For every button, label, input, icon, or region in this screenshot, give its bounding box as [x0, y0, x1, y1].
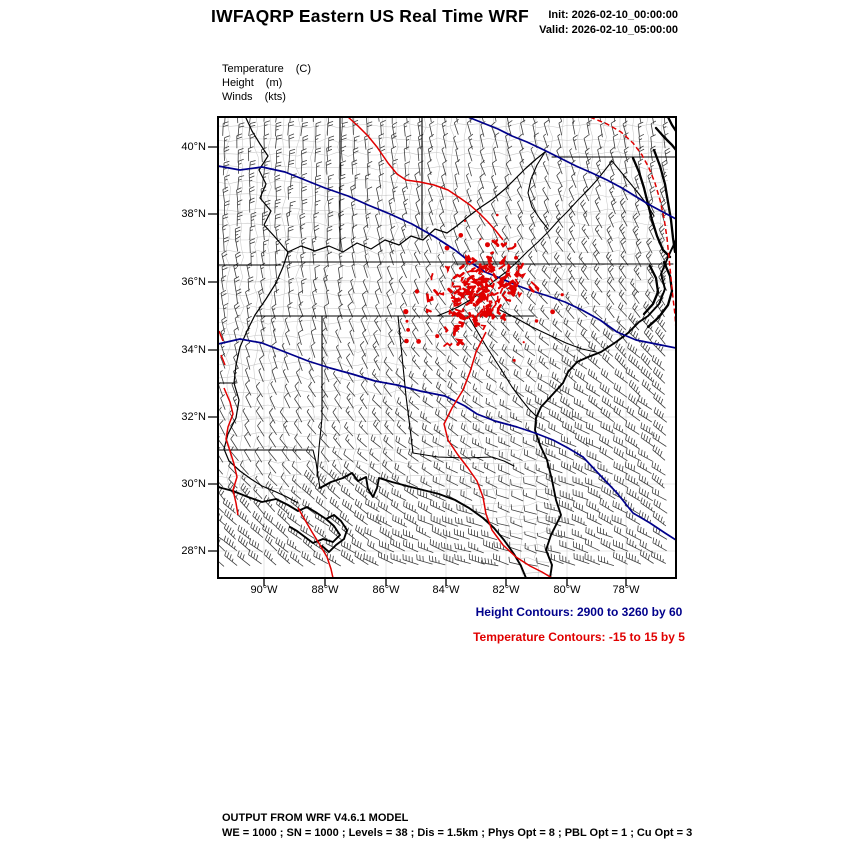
y-axis-tick-label: 30°N — [181, 478, 206, 490]
legend-item-winds: Winds (kts) — [222, 90, 311, 104]
temperature-contours-caption: Temperature Contours: -15 to 15 by 5 — [473, 630, 685, 644]
y-axis-tick-label: 28°N — [181, 545, 206, 557]
x-axis-tick-label: 84°W — [432, 584, 460, 596]
legend-item-temperature: Temperature (C) — [222, 62, 311, 76]
legend-unit: (m) — [265, 77, 283, 89]
legend-item-height: Height (m) — [222, 76, 311, 90]
x-axis-tick-label: 78°W — [612, 584, 640, 596]
y-axis-tick-label: 34°N — [181, 344, 206, 356]
legend-label: Height — [222, 77, 254, 89]
y-axis-tick-label: 40°N — [181, 141, 206, 153]
legend-unit: (C) — [295, 63, 312, 75]
x-axis-tick-label: 88°W — [311, 584, 339, 596]
init-time-label: Init: 2026-02-10_00:00:00 — [548, 9, 678, 21]
legend-label: Winds — [222, 91, 253, 103]
y-axis-tick-label: 32°N — [181, 411, 206, 423]
y-axis-tick-label: 38°N — [181, 208, 206, 220]
x-axis-tick-label: 80°W — [553, 584, 581, 596]
valid-time-label: Valid: 2026-02-10_05:00:00 — [539, 24, 678, 36]
height-contours-caption: Height Contours: 2900 to 3260 by 60 — [475, 605, 683, 619]
footer-model-line: OUTPUT FROM WRF V4.6.1 MODEL — [222, 812, 409, 824]
footer-config-line: WE = 1000 ; SN = 1000 ; Levels = 38 ; Di… — [222, 827, 693, 839]
x-axis-tick-label: 90°W — [250, 584, 278, 596]
plot-title: IWFAQRP Eastern US Real Time WRF — [211, 6, 529, 26]
legend-unit: (kts) — [264, 91, 286, 103]
legend-label: Temperature — [222, 63, 284, 75]
variables-legend: Temperature (C) Height (m) Winds (kts) — [222, 62, 311, 104]
y-axis-tick-label: 36°N — [181, 276, 206, 288]
x-axis-tick-label: 82°W — [492, 584, 520, 596]
x-axis-tick-label: 86°W — [372, 584, 400, 596]
